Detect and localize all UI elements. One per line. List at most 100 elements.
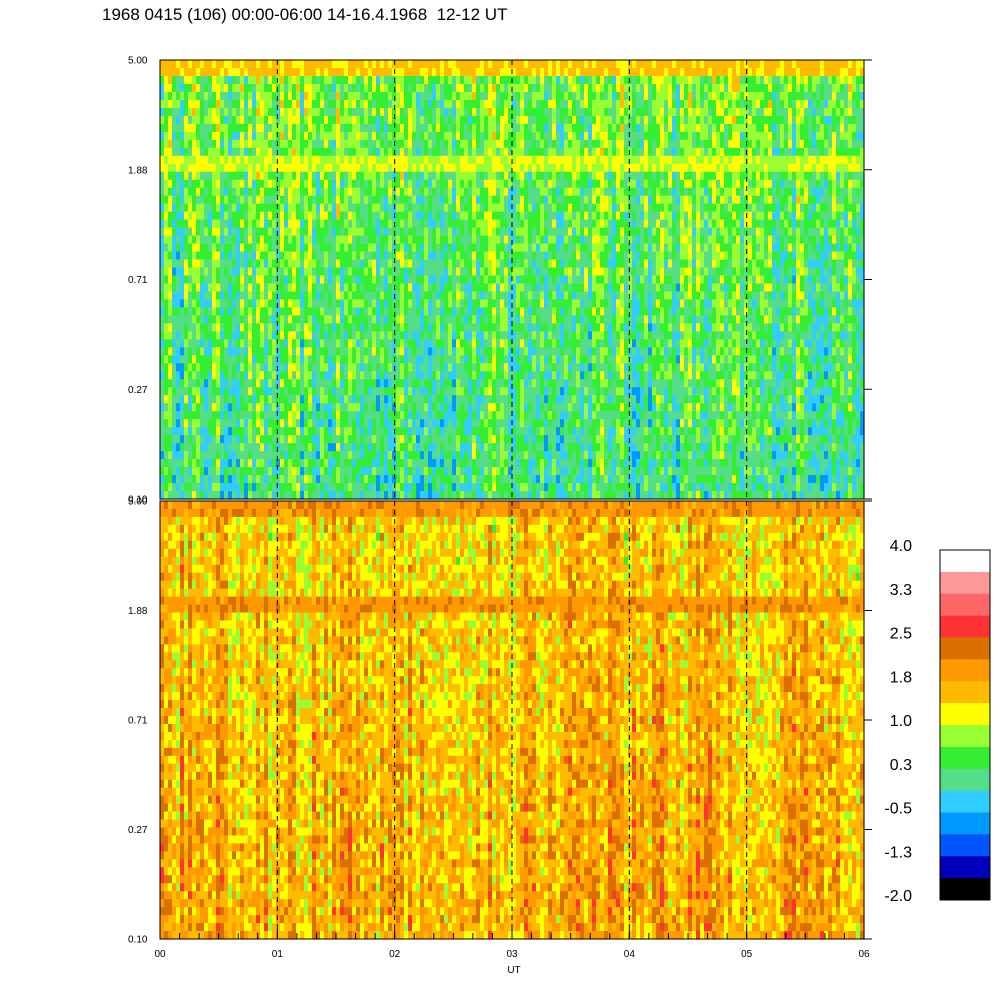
spectrogram-cell (236, 83, 241, 93)
spectrogram-cell (696, 107, 701, 117)
spectrogram-cell (188, 115, 193, 125)
spectrogram-cell (504, 275, 509, 285)
spectrogram-cell (328, 243, 333, 253)
spectrogram-cell (296, 283, 301, 293)
spectrogram-cell (620, 203, 625, 213)
spectrogram-cell (392, 171, 397, 181)
spectrogram-cell (684, 211, 689, 221)
spectrogram-cell (164, 251, 169, 261)
spectrogram-cell (520, 123, 525, 133)
spectrogram-cell (568, 155, 573, 165)
spectrogram-cell (372, 155, 377, 165)
spectrogram-cell (364, 131, 369, 141)
spectrogram-cell (724, 60, 729, 69)
spectrogram-cell (344, 131, 349, 141)
spectrogram-cell (640, 171, 645, 181)
spectrogram-cell (448, 147, 453, 157)
spectrogram-cell (220, 60, 225, 69)
spectrogram-cell (296, 203, 301, 213)
spectrogram-cell (420, 67, 425, 77)
spectrogram-cell (288, 163, 293, 173)
spectrogram-cell (408, 139, 413, 149)
spectrogram-cell (456, 227, 461, 237)
spectrogram-cell (252, 251, 257, 261)
spectrogram-cell (176, 275, 181, 285)
spectrogram-cell (660, 187, 665, 197)
spectrogram-cell (512, 267, 517, 277)
spectrogram-cell (528, 99, 533, 109)
spectrogram-cell (636, 243, 641, 253)
spectrogram-cell (416, 211, 421, 221)
spectrogram-cell (776, 219, 781, 229)
spectrogram-cell (672, 259, 677, 269)
spectrogram-cell (560, 163, 565, 173)
spectrogram-cell (628, 75, 633, 85)
spectrogram-cell (500, 67, 505, 77)
spectrogram-cell (812, 203, 817, 213)
spectrogram-cell (608, 235, 613, 245)
spectrogram-cell (860, 83, 865, 93)
spectrogram-cell (296, 195, 301, 205)
spectrogram-cell (676, 275, 681, 285)
spectrogram-cell (232, 123, 237, 133)
spectrogram-cell (580, 99, 585, 109)
spectrogram-cell (556, 187, 561, 197)
spectrogram-cell (348, 227, 353, 237)
spectrogram-cell (732, 187, 737, 197)
spectrogram-cell (376, 67, 381, 77)
spectrogram-cell (424, 131, 429, 141)
spectrogram-cell (784, 163, 789, 173)
spectrogram-cell (244, 227, 249, 237)
spectrogram-cell (840, 163, 845, 173)
spectrogram-cell (576, 203, 581, 213)
spectrogram-cell (676, 99, 681, 109)
spectrogram-cell (824, 147, 829, 157)
spectrogram-cell (424, 115, 429, 125)
spectrogram-cell (572, 115, 577, 125)
spectrogram-cell (308, 155, 313, 165)
spectrogram-cell (396, 163, 401, 173)
spectrogram-cell (480, 139, 485, 149)
spectrogram-cell (332, 115, 337, 125)
spectrogram-cell (300, 283, 305, 293)
spectrogram-cell (676, 267, 681, 277)
spectrogram-cell (820, 123, 825, 133)
spectrogram-cell (336, 283, 341, 293)
spectrogram-cell (564, 171, 569, 181)
spectrogram-cell (808, 187, 813, 197)
spectrogram-cell (748, 187, 753, 197)
spectrogram-cell (344, 60, 349, 69)
spectrogram-cell (268, 67, 273, 77)
spectrogram-cell (740, 91, 745, 101)
spectrogram-cell (836, 67, 841, 77)
spectrogram-cell (560, 275, 565, 285)
spectrogram-cell (800, 147, 805, 157)
spectrogram-cell (320, 123, 325, 133)
spectrogram-cell (760, 83, 765, 93)
spectrogram-cell (816, 131, 821, 141)
spectrogram-cell (728, 163, 733, 173)
spectrogram-cell (200, 123, 205, 133)
spectrogram-cell (464, 275, 469, 285)
spectrogram-cell (324, 211, 329, 221)
spectrogram-cell (436, 171, 441, 181)
spectrogram-cell (492, 235, 497, 245)
spectrogram-cell (836, 179, 841, 189)
spectrogram-cell (832, 235, 837, 245)
spectrogram-cell (760, 227, 765, 237)
spectrogram-cell (856, 115, 861, 125)
spectrogram-cell (768, 99, 773, 109)
spectrogram-cell (836, 243, 841, 253)
spectrogram-cell (172, 203, 177, 213)
spectrogram-cell (508, 203, 513, 213)
spectrogram-cell (300, 179, 305, 189)
spectrogram-cell (692, 219, 697, 229)
spectrogram-cell (172, 275, 177, 285)
spectrogram-cell (788, 60, 793, 69)
spectrogram-cell (180, 67, 185, 77)
spectrogram-cell (396, 147, 401, 157)
spectrogram-cell (476, 147, 481, 157)
spectrogram-cell (248, 187, 253, 197)
spectrogram-cell (652, 171, 657, 181)
spectrogram-cell (752, 155, 757, 165)
